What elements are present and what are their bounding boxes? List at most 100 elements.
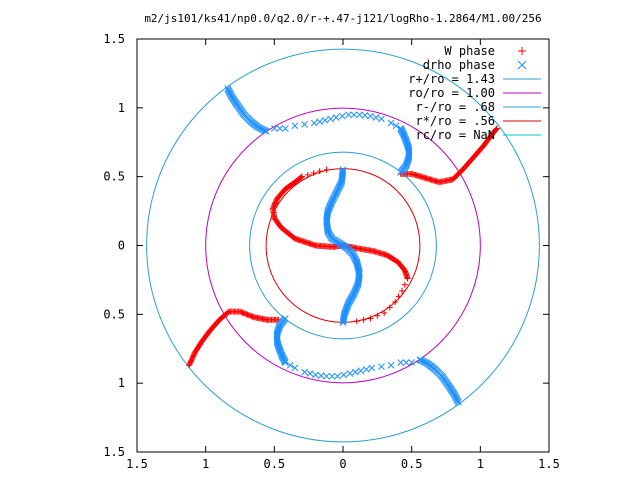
drho-phase-point <box>403 138 410 146</box>
drho-phase-point <box>291 122 299 130</box>
drho-phase-point <box>323 372 330 380</box>
drho-phase-point <box>270 125 278 132</box>
circle-r_minus <box>249 151 437 340</box>
circle-ro <box>205 107 481 384</box>
drho-phase-point <box>356 111 363 119</box>
drho-phase-point <box>403 159 411 167</box>
x-tick-label: 0 <box>339 457 346 471</box>
drho-phase-point <box>397 125 405 132</box>
drho-phase-point <box>341 309 349 317</box>
x-tick-label: 1 <box>202 457 209 471</box>
drho-phase-point <box>316 118 324 125</box>
chart-title: m2/js101/ks41/np0.0/q2.0/r-+.47-j121/log… <box>144 12 541 25</box>
w-phase-point <box>395 293 402 300</box>
w-phase-point <box>186 362 193 369</box>
w-phase-point <box>310 169 317 176</box>
drho-phase-point <box>339 319 347 326</box>
w-phase-point <box>367 315 374 322</box>
x-tick-label: 0.5 <box>263 457 285 471</box>
drho-phase-point <box>224 85 231 92</box>
w-phase-point <box>404 275 411 282</box>
x-tick-label: 1.5 <box>126 457 148 471</box>
drho-phase-point <box>372 114 380 121</box>
drho-phase-point <box>387 361 395 369</box>
legend-label: r*/ro = .56 <box>416 114 495 128</box>
drho-phase-point <box>274 342 282 349</box>
drho-phase-point <box>378 115 385 123</box>
drho-phase-point <box>368 364 376 372</box>
drho-phase-point <box>404 142 412 149</box>
reference-circles <box>146 48 540 443</box>
drho-phase-point <box>334 372 341 380</box>
drho-phase-point <box>281 125 289 132</box>
drho-phase-point <box>517 60 527 70</box>
drho-phase-point <box>275 324 283 332</box>
w-phase-point <box>374 312 381 319</box>
w-phase-point <box>401 281 408 288</box>
drho-phase-point <box>276 323 283 330</box>
w-phase-point <box>238 309 245 316</box>
drho-phase-point <box>455 399 462 406</box>
legend-label: ro/ro = 1.00 <box>408 86 495 100</box>
drho-phase-point <box>362 366 370 373</box>
w-phase-point <box>399 287 406 294</box>
x-tick-label: 1 <box>477 457 484 471</box>
drho-phase-point <box>317 372 325 379</box>
drho-phase-point <box>340 316 347 324</box>
drho-phase-point <box>332 114 340 121</box>
y-tick-label: 1.5 <box>103 445 125 459</box>
drho-phase-point <box>405 145 413 153</box>
w-phase-point <box>493 126 500 133</box>
drho-phase-point <box>339 317 347 325</box>
drho-phase-point <box>404 143 412 151</box>
drho-phase-point <box>404 157 412 165</box>
y-tick-label: 1 <box>118 376 125 390</box>
drho-phase-point <box>274 340 282 348</box>
drho-phase-point <box>286 361 294 369</box>
drho-phase-point <box>276 125 284 132</box>
w-phase-point <box>297 174 304 181</box>
drho-phase-point <box>367 112 374 120</box>
drho-phase-point <box>403 158 411 166</box>
y-tick-label: 0 <box>118 239 125 253</box>
data-series <box>186 85 500 406</box>
drho-phase-point <box>403 139 411 147</box>
drho-phase-point <box>301 120 308 128</box>
y-tick-label: 0.5 <box>103 170 125 184</box>
w-phase-point <box>518 47 526 55</box>
drho-phase-point <box>361 112 369 119</box>
drho-phase-point <box>403 141 411 148</box>
drho-phase-point <box>346 370 354 377</box>
drho-phase-point <box>291 364 299 372</box>
drho-phase-point <box>328 372 336 380</box>
drho-phase-point <box>321 116 329 124</box>
drho-phase-point <box>378 363 385 371</box>
drho-phase-point <box>408 359 416 366</box>
w-phase-point <box>298 173 305 180</box>
drho-phase-point <box>281 359 289 366</box>
legend-label: r+/ro = 1.43 <box>408 72 495 86</box>
w-phase-point <box>353 318 360 325</box>
drho-phase-point <box>276 345 283 353</box>
drho-phase-point <box>312 371 319 379</box>
w-phase-point <box>186 361 193 368</box>
drho-phase-point <box>397 359 405 366</box>
drho-phase-point <box>357 367 365 375</box>
drho-phase-point <box>405 144 412 152</box>
w-phase-point <box>493 125 500 132</box>
drho-phase-point <box>354 279 362 287</box>
drho-phase-point <box>275 343 283 350</box>
y-tick-label: 0.5 <box>103 307 125 321</box>
legend-label: drho phase <box>423 58 495 72</box>
x-tick-label: 0.5 <box>401 457 423 471</box>
drho-phase-point <box>340 371 348 379</box>
drho-phase-point <box>274 339 281 347</box>
drho-phase-point <box>403 161 410 168</box>
drho-phase-point <box>338 112 346 120</box>
drho-phase-point <box>275 344 283 352</box>
drho-phase-point <box>392 122 400 130</box>
drho-phase-point <box>306 370 314 377</box>
drho-phase-point <box>274 326 282 334</box>
